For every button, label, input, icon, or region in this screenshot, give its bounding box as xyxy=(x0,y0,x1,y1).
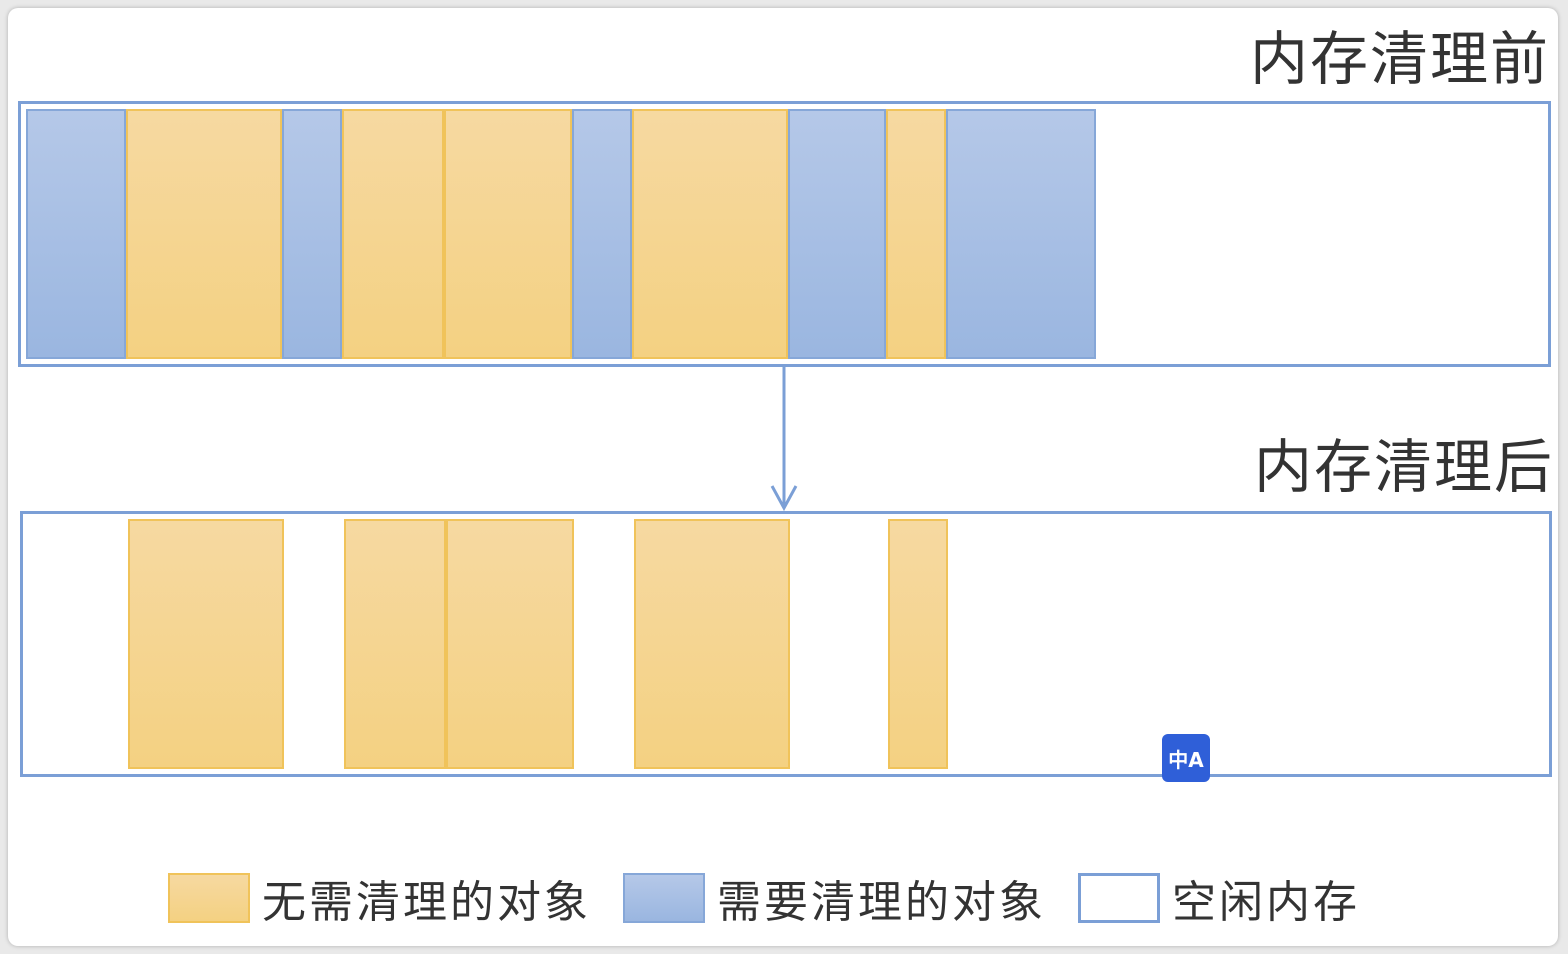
legend-item-clean: 需要清理的对象 xyxy=(623,866,1046,930)
flow-arrow xyxy=(770,367,798,512)
before-block-no-cleanup xyxy=(632,109,788,359)
legend-swatch-clean xyxy=(623,873,705,923)
before-block-needs-cleanup xyxy=(282,109,342,359)
after-block-no-cleanup xyxy=(634,519,790,769)
legend-label-keep: 无需清理的对象 xyxy=(262,877,591,928)
after-title: 内存清理后 xyxy=(1254,433,1555,501)
before-block-needs-cleanup xyxy=(572,109,632,359)
after-block-no-cleanup xyxy=(446,519,574,769)
legend-swatch-free xyxy=(1078,873,1160,923)
before-title: 内存清理前 xyxy=(1250,25,1551,93)
before-block-needs-cleanup xyxy=(946,109,1096,359)
diagram-canvas: 内存清理前 内存清理后 无需清理的对象 需要清理的对象 空闲内存 中A xyxy=(8,8,1558,946)
legend-item-free: 空闲内存 xyxy=(1078,866,1360,930)
memory-band-after xyxy=(20,511,1552,777)
legend-swatch-keep xyxy=(168,873,250,923)
before-block-no-cleanup xyxy=(886,109,946,359)
translate-button[interactable]: 中A xyxy=(1162,734,1210,782)
before-block-no-cleanup xyxy=(342,109,444,359)
before-block-no-cleanup xyxy=(126,109,282,359)
legend-label-clean: 需要清理的对象 xyxy=(717,877,1046,928)
before-block-needs-cleanup xyxy=(26,109,126,359)
after-block-no-cleanup xyxy=(128,519,284,769)
legend: 无需清理的对象 需要清理的对象 空闲内存 xyxy=(168,866,1392,930)
translate-icon: 中A xyxy=(1168,747,1204,772)
legend-label-free: 空闲内存 xyxy=(1172,877,1360,928)
before-block-no-cleanup xyxy=(444,109,572,359)
memory-band-before xyxy=(18,101,1551,367)
before-block-needs-cleanup xyxy=(788,109,886,359)
legend-item-keep: 无需清理的对象 xyxy=(168,866,591,930)
after-block-no-cleanup xyxy=(888,519,948,769)
after-block-no-cleanup xyxy=(344,519,446,769)
